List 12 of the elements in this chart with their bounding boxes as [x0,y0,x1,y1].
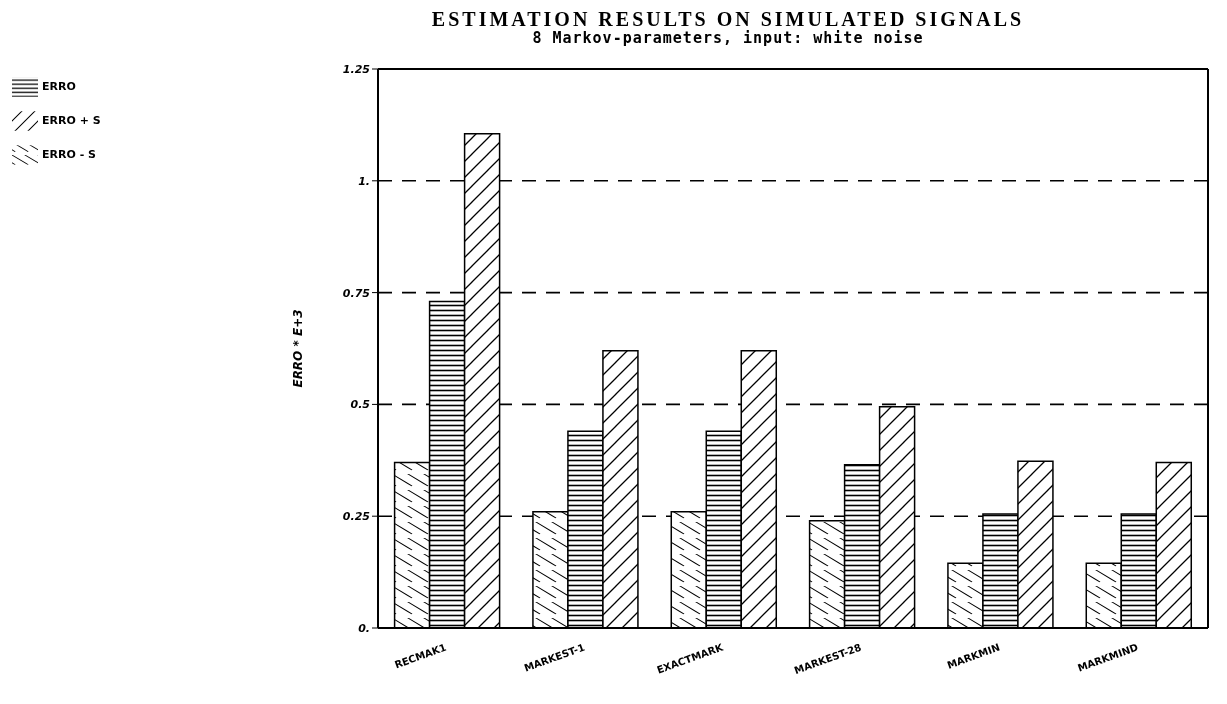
y-tick-label: 0.5 [350,398,371,412]
legend-label: ERRO [42,80,76,93]
y-tick-label: 0. [358,621,370,635]
y-tick-label: 0.25 [342,510,371,524]
legend-label: ERRO + S [42,114,101,127]
chart-title: ESTIMATION RESULTS ON SIMULATED SIGNALS [430,8,1026,30]
y-axis-title: ERRO * E+3 [291,309,306,388]
chart-subtitle: 8 Markov-parameters, input: white noise [531,29,925,47]
legend-label: ERRO - S [42,148,96,161]
y-tick-label: 0.75 [342,286,371,300]
y-tick-label: 1. [358,174,370,188]
y-tick-label: 1.25 [342,62,371,76]
